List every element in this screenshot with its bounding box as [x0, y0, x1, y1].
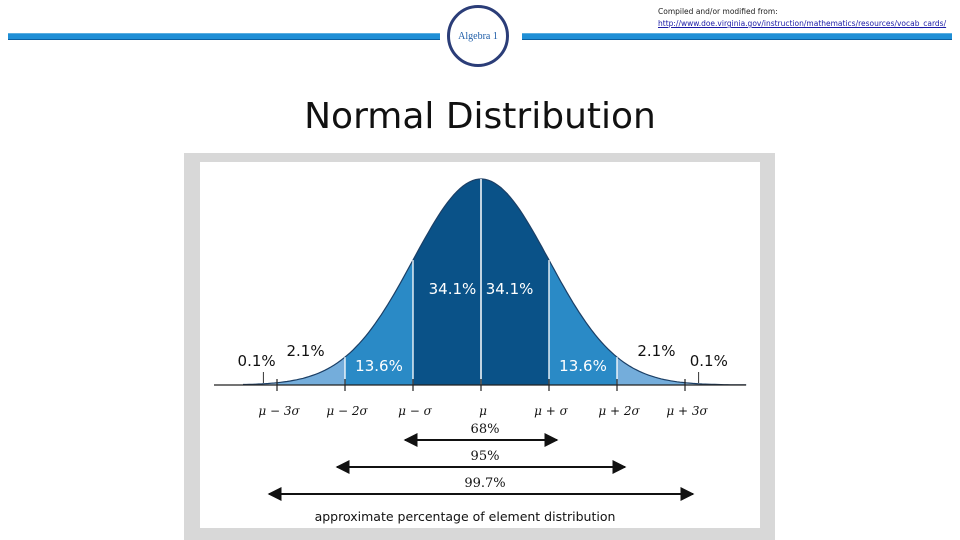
range-label-2: 99.7% [464, 476, 505, 491]
distribution-curve [243, 178, 747, 386]
source-credit-link[interactable]: http://www.doe.virginia.gov/instruction/… [658, 19, 947, 28]
x-tick-label--1: μ − σ [398, 404, 432, 418]
source-credit-text: Compiled and/or modified from: [658, 7, 778, 16]
x-tick-label--2: μ − 2σ [326, 404, 368, 418]
band-area-0 [277, 357, 345, 385]
range-label-0: 68% [471, 422, 500, 437]
band-label-5: 2.1% [637, 342, 675, 360]
x-tick-label-3: μ + 3σ [666, 404, 708, 418]
slide-title: Normal Distribution [304, 96, 656, 137]
range-label-1: 95% [471, 449, 500, 464]
header-accent-bar-left [8, 33, 440, 40]
band-label-0: 2.1% [287, 342, 325, 360]
normal-distribution-figure: μ − 3σ μ − 2σ μ − σ μ μ + σ μ + 2σ μ + 3σ 2.1% 1… [200, 162, 760, 528]
band-label-2: 34.1% [429, 280, 477, 298]
x-tick-label-1: μ + σ [534, 404, 568, 418]
band-label-1: 13.6% [355, 357, 403, 375]
source-credit: Compiled and/or modified from: http://ww… [658, 6, 946, 30]
x-tick-label--3: μ − 3σ [258, 404, 300, 418]
band-label-4: 13.6% [559, 357, 607, 375]
chart-caption: approximate percentage of element distri… [315, 509, 616, 524]
band-label-3: 34.1% [486, 280, 534, 298]
tail-label-left: 0.1% [238, 352, 276, 370]
course-badge: Algebra 1 [447, 5, 509, 67]
normal-distribution-chart: μ − 3σ μ − 2σ μ − σ μ μ + σ μ + 2σ μ + 3σ 2.1% 1… [214, 178, 747, 524]
course-badge-label: Algebra 1 [458, 30, 498, 42]
x-tick-label-2: μ + 2σ [598, 404, 640, 418]
x-tick-label-0: μ [479, 404, 487, 418]
header-accent-bar-right [522, 33, 952, 40]
band-area-5 [617, 357, 685, 385]
tail-label-right: 0.1% [690, 352, 728, 370]
